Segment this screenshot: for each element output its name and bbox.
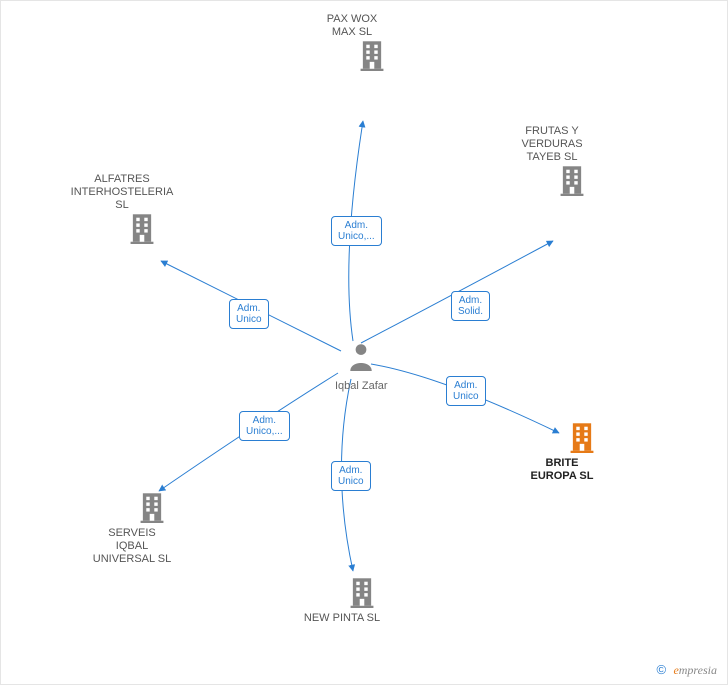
edge-label-to-brite: Adm. Unico xyxy=(446,376,486,406)
building-icon xyxy=(358,39,386,71)
building-icon xyxy=(568,421,596,453)
copyright-symbol: © xyxy=(657,662,667,677)
company-node-alfatres[interactable]: ALFATRESINTERHOSTELERIA SL xyxy=(107,169,177,244)
company-label: PAX WOXMAX SL xyxy=(297,13,407,39)
center-node-label: Iqbal Zafar xyxy=(335,380,388,392)
company-node-pax-wox[interactable]: PAX WOXMAX SL xyxy=(337,9,407,71)
edge-label-to-pax-wox: Adm. Unico,... xyxy=(331,216,382,246)
person-icon xyxy=(348,341,374,371)
edge-label-to-alfatres: Adm. Unico xyxy=(229,299,269,329)
footer-attribution: © empresia xyxy=(657,662,718,678)
building-icon xyxy=(348,576,376,608)
company-label: BRITEEUROPA SL xyxy=(507,457,617,483)
brand-rest: mpresia xyxy=(679,663,717,677)
company-node-brite[interactable]: BRITEEUROPA SL xyxy=(547,421,617,483)
edge-label-to-frutas: Adm. Solid. xyxy=(451,291,490,321)
building-icon xyxy=(128,212,156,244)
edge-label-to-new-pinta: Adm. Unico xyxy=(331,461,371,491)
company-node-frutas[interactable]: FRUTAS YVERDURASTAYEB SL xyxy=(537,121,607,196)
company-label: FRUTAS YVERDURASTAYEB SL xyxy=(497,125,607,164)
company-label: SERVEISIQBALUNIVERSAL SL xyxy=(77,527,187,566)
center-node-iqbal-zafar[interactable]: Iqbal Zafar xyxy=(335,341,388,392)
edge-label-to-serveis: Adm. Unico,... xyxy=(239,411,290,441)
company-label: ALFATRESINTERHOSTELERIA SL xyxy=(67,173,177,212)
company-node-new-pinta[interactable]: NEW PINTA SL xyxy=(327,576,397,625)
building-icon xyxy=(558,164,586,196)
building-icon xyxy=(138,491,166,523)
company-label: NEW PINTA SL xyxy=(287,612,397,625)
network-diagram: { "diagram": { "type": "network", "backg… xyxy=(0,0,728,685)
company-node-serveis[interactable]: SERVEISIQBALUNIVERSAL SL xyxy=(117,491,187,566)
